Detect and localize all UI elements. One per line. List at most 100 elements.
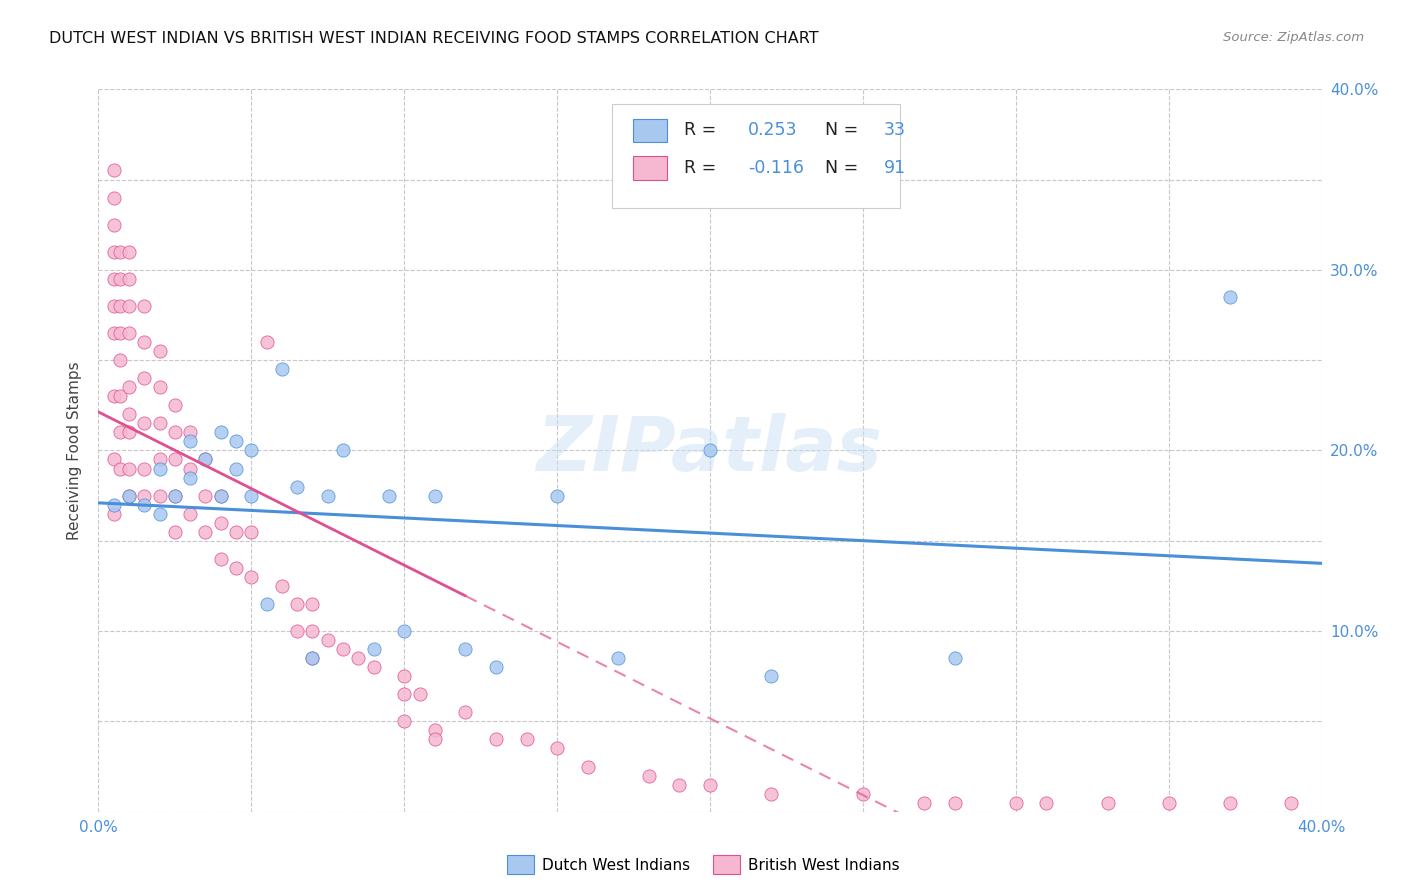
Point <box>1279 796 1302 810</box>
Point <box>103 244 125 259</box>
Point <box>485 732 508 747</box>
Point <box>699 443 721 458</box>
Point <box>134 334 156 349</box>
Point <box>134 489 156 503</box>
Point <box>392 624 416 639</box>
Point <box>225 434 247 449</box>
Point <box>240 489 263 503</box>
Point <box>256 597 278 611</box>
Point <box>699 778 721 792</box>
Point <box>118 489 141 503</box>
Point <box>118 425 141 440</box>
Point <box>423 489 446 503</box>
Point <box>149 461 172 475</box>
Point <box>118 244 141 259</box>
Point <box>301 651 323 665</box>
Text: N =: N = <box>825 121 863 139</box>
Point <box>149 380 172 394</box>
Point <box>392 714 416 729</box>
Point <box>108 326 131 340</box>
Point <box>240 570 263 584</box>
Point <box>163 524 186 539</box>
Point <box>1035 796 1057 810</box>
Point <box>378 489 401 503</box>
Point <box>103 498 125 512</box>
Point <box>270 579 292 593</box>
Point <box>149 507 172 521</box>
Point <box>225 524 247 539</box>
Point <box>108 353 131 368</box>
Point <box>108 272 131 286</box>
Text: 0.253: 0.253 <box>748 121 797 139</box>
Point <box>103 218 125 232</box>
Text: 91: 91 <box>884 159 905 177</box>
Point <box>943 651 966 665</box>
Point <box>108 244 131 259</box>
Text: 33: 33 <box>884 121 905 139</box>
Point <box>912 796 935 810</box>
Point <box>103 452 125 467</box>
Point <box>209 516 232 530</box>
Text: ZIPatlas: ZIPatlas <box>537 414 883 487</box>
Point <box>194 524 217 539</box>
Point <box>163 452 186 467</box>
Point <box>363 642 385 657</box>
Point <box>546 741 568 756</box>
Point <box>392 669 416 683</box>
Point <box>576 759 599 773</box>
Text: N =: N = <box>825 159 863 177</box>
Point <box>516 732 538 747</box>
Point <box>240 524 263 539</box>
Point <box>103 507 125 521</box>
Point <box>240 443 263 458</box>
Point <box>163 425 186 440</box>
Point <box>179 425 201 440</box>
Point <box>103 299 125 313</box>
Point <box>134 299 156 313</box>
Point <box>332 642 354 657</box>
Point <box>209 489 232 503</box>
Point <box>118 299 141 313</box>
Point <box>149 417 172 431</box>
Point <box>332 443 354 458</box>
Point <box>118 272 141 286</box>
Point <box>270 362 292 376</box>
Point <box>1097 796 1119 810</box>
Point <box>103 326 125 340</box>
Point <box>194 489 217 503</box>
Point <box>194 452 217 467</box>
Point <box>943 796 966 810</box>
Point <box>209 551 232 566</box>
Point <box>108 425 131 440</box>
Point <box>408 687 430 701</box>
Point <box>454 642 477 657</box>
Point <box>225 461 247 475</box>
Point <box>103 389 125 403</box>
Point <box>163 489 186 503</box>
Point <box>179 470 201 484</box>
Point <box>637 769 661 783</box>
Point <box>108 299 131 313</box>
Legend: Dutch West Indians, British West Indians: Dutch West Indians, British West Indians <box>501 849 905 880</box>
Point <box>759 669 782 683</box>
Point <box>363 660 385 674</box>
Text: R =: R = <box>685 159 723 177</box>
Point <box>194 452 217 467</box>
Point <box>546 489 568 503</box>
Point <box>118 461 141 475</box>
Point <box>301 597 323 611</box>
Point <box>285 624 308 639</box>
Point <box>392 687 416 701</box>
Point <box>179 434 201 449</box>
Point <box>301 651 323 665</box>
Y-axis label: Receiving Food Stamps: Receiving Food Stamps <box>67 361 83 540</box>
Point <box>423 723 446 738</box>
Point <box>301 624 323 639</box>
Point <box>118 326 141 340</box>
Point <box>347 651 370 665</box>
Point <box>209 489 232 503</box>
Point <box>108 461 131 475</box>
Point <box>118 380 141 394</box>
Point <box>134 498 156 512</box>
Point <box>108 389 131 403</box>
